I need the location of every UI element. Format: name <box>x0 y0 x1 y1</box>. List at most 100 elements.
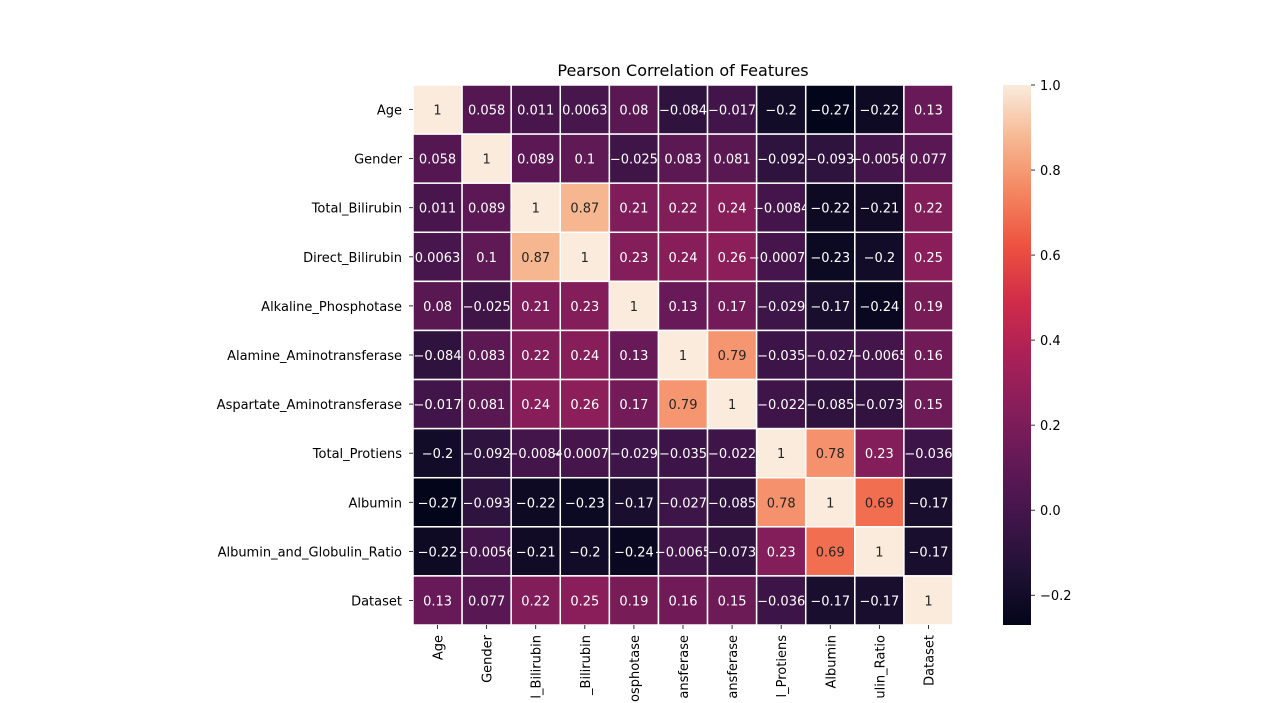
x-tick-label: Age <box>432 635 447 660</box>
heatmap-cell <box>804 526 856 577</box>
cell-value-label: 0.0063 <box>415 251 461 266</box>
chart-title: Pearson Correlation of Features <box>557 61 808 80</box>
y-tick-label: Dataset <box>351 594 402 609</box>
cell-value-label: 0.24 <box>570 349 599 364</box>
y-tick-label: Alkaline_Phosphotase <box>261 300 402 315</box>
heatmap-cell <box>755 133 807 184</box>
heatmap-cell <box>657 133 709 184</box>
heatmap-cell <box>903 427 954 479</box>
cell-value-label: 0.78 <box>816 447 845 462</box>
heatmap-cell <box>903 84 954 135</box>
cell-value-label: 0.1 <box>476 251 497 266</box>
x-tick-label: osphotase <box>628 635 643 702</box>
cell-value-label: −0.036 <box>757 594 805 609</box>
colorbar-tick-label: −0.2 <box>1040 589 1072 604</box>
heatmap-cells: 1 0.058 0.011 0.0063 0.08 −0.084 −0.017 −0.2 −0.… <box>412 84 954 626</box>
cell-value-label: −0.21 <box>859 202 899 217</box>
cell-value-label: −0.17 <box>859 594 899 609</box>
heatmap-cell <box>461 427 512 479</box>
cell-value-label: 0.089 <box>468 202 505 217</box>
cell-value-label: 0.08 <box>423 300 452 315</box>
heatmap-cell <box>461 378 512 430</box>
heatmap-cell <box>903 182 954 234</box>
cell-value-label: 0.13 <box>914 104 943 119</box>
heatmap-cell <box>461 280 512 332</box>
heatmap-cell <box>706 476 758 528</box>
cell-value-label: −0.22 <box>810 202 850 217</box>
heatmap-cell <box>804 378 856 430</box>
cell-value-label: 0.13 <box>619 349 648 364</box>
cell-value-label: −0.23 <box>810 251 850 266</box>
cell-value-label: 0.79 <box>669 398 698 413</box>
heatmap-cell <box>608 182 660 234</box>
cell-value-label: 0.1 <box>574 153 595 168</box>
heatmap-cell <box>903 526 954 577</box>
cell-value-label: 0.78 <box>767 496 796 511</box>
cell-value-label: −0.022 <box>757 398 805 413</box>
heatmap-cell <box>854 84 905 135</box>
cell-value-label: 0.23 <box>865 447 894 462</box>
cell-value-label: −0.00073 <box>749 251 814 266</box>
cell-value-label: 0.24 <box>521 398 550 413</box>
cell-value-label: −0.23 <box>565 496 605 511</box>
heatmap-cell <box>510 280 562 332</box>
heatmap-cell <box>755 378 807 430</box>
cell-value-label: −0.0065 <box>851 349 907 364</box>
heatmap-cell <box>903 231 954 283</box>
heatmap-cell <box>510 378 562 430</box>
cell-value-label: −0.036 <box>904 447 952 462</box>
cell-value-label: 0.16 <box>669 594 698 609</box>
cell-value-label: −0.0084 <box>753 202 809 217</box>
cell-value-label: 0.21 <box>619 202 648 217</box>
cell-value-label: 0.69 <box>816 545 845 560</box>
heatmap-cell <box>510 133 562 184</box>
colorbar-tick-label: 0.0 <box>1040 504 1061 519</box>
cell-value-label: −0.22 <box>859 104 899 119</box>
heatmap-cell <box>608 280 660 332</box>
cell-value-label: 1 <box>581 251 589 266</box>
heatmap-cell <box>755 427 807 479</box>
cell-value-label: 0.011 <box>419 202 456 217</box>
y-tick-label: Total_Bilirubin <box>311 202 402 217</box>
cell-value-label: −0.0065 <box>655 545 711 560</box>
cell-value-label: 0.23 <box>570 300 599 315</box>
heatmap-cell <box>903 133 954 184</box>
cell-value-label: 0.083 <box>664 153 701 168</box>
heatmap-cell <box>657 84 709 135</box>
heatmap-cell <box>412 476 463 528</box>
x-axis-ticks: Age Gender l_Bilirubin _Bilirubin osphotase a… <box>432 625 937 702</box>
cell-value-label: 0.077 <box>468 594 505 609</box>
cell-value-label: −0.073 <box>708 545 756 560</box>
cell-value-label: −0.17 <box>614 496 654 511</box>
heatmap-cell <box>412 182 463 234</box>
cell-value-label: −0.092 <box>757 153 805 168</box>
cell-value-label: −0.073 <box>855 398 903 413</box>
cell-value-label: −0.017 <box>708 104 756 119</box>
cell-value-label: 0.79 <box>718 349 747 364</box>
cell-value-label: −0.085 <box>708 496 756 511</box>
cell-value-label: 0.083 <box>468 349 505 364</box>
heatmap-cell <box>903 280 954 332</box>
heatmap-cell <box>510 231 562 283</box>
heatmap-cell <box>461 84 512 135</box>
colorbar-tick-label: 0.2 <box>1040 419 1061 434</box>
cell-value-label: −0.035 <box>659 447 707 462</box>
cell-value-label: 0.24 <box>718 202 747 217</box>
cell-value-label: 0.22 <box>914 202 943 217</box>
cell-value-label: −0.025 <box>463 300 511 315</box>
heatmap-cell <box>755 526 807 577</box>
heatmap-cell <box>854 280 905 332</box>
heatmap-cell <box>804 231 856 283</box>
heatmap-cell <box>657 575 709 626</box>
cell-value-label: 0.22 <box>521 594 550 609</box>
cell-value-label: 0.23 <box>619 251 648 266</box>
heatmap-cell <box>804 575 856 626</box>
cell-value-label: −0.17 <box>909 545 949 560</box>
cell-value-label: 0.24 <box>669 251 698 266</box>
cell-value-label: −0.17 <box>810 594 850 609</box>
heatmap-cell <box>804 476 856 528</box>
colorbar-tick-label: 1.0 <box>1040 79 1061 94</box>
cell-value-label: −0.2 <box>864 251 896 266</box>
cell-value-label: 0.19 <box>914 300 943 315</box>
x-tick-label: l_Bilirubin <box>530 635 545 699</box>
